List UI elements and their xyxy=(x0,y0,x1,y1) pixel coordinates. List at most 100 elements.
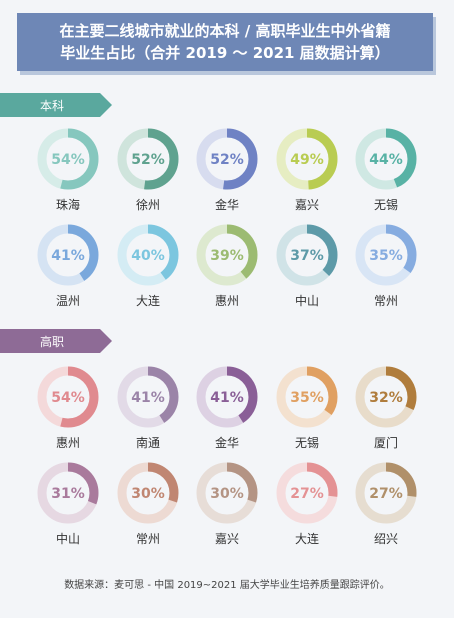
donut-chart: 54% xyxy=(37,128,99,190)
donut-city-label: 惠州 xyxy=(214,294,239,308)
section-label-vocational: 高职 xyxy=(0,329,100,353)
donut-item: 32% 厦门 xyxy=(353,364,419,451)
donut-value-label: 27% xyxy=(290,486,324,502)
donut-value-label: 44% xyxy=(369,152,403,168)
donut-chart: 27% xyxy=(355,462,417,524)
donut-chart: 44% xyxy=(355,128,417,190)
donut-value-label: 41% xyxy=(51,248,85,264)
donut-slice xyxy=(117,224,179,286)
donut-city-label: 惠州 xyxy=(55,436,80,450)
donut-item: 39% 惠州 xyxy=(194,222,260,309)
title-banner: 在主要二线城市就业的本科 / 高职毕业生中外省籍 毕业生占比（合并 2019 ～… xyxy=(17,13,437,75)
donut-slice xyxy=(37,462,99,524)
donut-chart: 30% xyxy=(196,462,258,524)
donut-value-label: 35% xyxy=(290,390,324,406)
donut-slice xyxy=(276,128,338,190)
donut-chart: 41% xyxy=(196,366,258,428)
donut-item: 35% 无锡 xyxy=(274,364,340,451)
donut-item: 35% 常州 xyxy=(353,222,419,309)
section-label-undergrad: 本科 xyxy=(0,93,100,117)
donut-city-label: 厦门 xyxy=(373,436,398,450)
source-note: 数据来源：麦可思 - 中国 2019~2021 届大学毕业生培养质量跟踪评价。 xyxy=(64,580,390,591)
donut-item: 40% 大连 xyxy=(115,222,181,309)
donut-slice xyxy=(355,128,417,190)
donut-slice xyxy=(196,462,258,524)
donut-item: 27% 绍兴 xyxy=(353,460,419,547)
donut-value-label: 35% xyxy=(369,248,403,264)
donut-chart: 40% xyxy=(117,224,179,286)
donut-item: 49% 嘉兴 xyxy=(274,126,340,213)
donut-slice xyxy=(37,128,99,190)
donut-chart: 37% xyxy=(276,224,338,286)
donut-city-label: 大连 xyxy=(294,532,319,546)
donut-chart: 31% xyxy=(37,462,99,524)
donut-city-label: 嘉兴 xyxy=(214,532,239,546)
donut-chart: 27% xyxy=(276,462,338,524)
donut-item: 52% 金华 xyxy=(194,126,260,213)
donut-slice xyxy=(276,462,338,524)
donut-slice xyxy=(117,128,179,190)
donut-value-label: 39% xyxy=(210,248,244,264)
donut-city-label: 南通 xyxy=(135,436,160,450)
donut-city-label: 常州 xyxy=(135,532,160,546)
donut-value-label: 52% xyxy=(131,152,165,168)
donut-slice xyxy=(37,224,99,286)
donut-city-label: 中山 xyxy=(55,532,80,546)
donut-city-label: 温州 xyxy=(55,294,80,308)
donut-item: 41% 南通 xyxy=(115,364,181,451)
donut-item: 27% 大连 xyxy=(274,460,340,547)
title-box: 在主要二线城市就业的本科 / 高职毕业生中外省籍 毕业生占比（合并 2019 ～… xyxy=(17,13,433,71)
donut-value-label: 37% xyxy=(290,248,324,264)
donut-chart: 30% xyxy=(117,462,179,524)
section-tab-undergrad: 本科 xyxy=(0,93,112,117)
donut-chart: 54% xyxy=(37,366,99,428)
title-line-1: 在主要二线城市就业的本科 / 高职毕业生中外省籍 xyxy=(59,22,391,40)
donut-slice xyxy=(37,366,99,428)
donut-item: 31% 中山 xyxy=(35,460,101,547)
donut-slice xyxy=(196,128,258,190)
donut-value-label: 49% xyxy=(290,152,324,168)
donut-item: 54% 珠海 xyxy=(35,126,101,213)
donut-chart: 35% xyxy=(276,366,338,428)
donut-chart: 32% xyxy=(355,366,417,428)
donut-item: 41% 金华 xyxy=(194,364,260,451)
donut-slice xyxy=(196,224,258,286)
donut-city-label: 无锡 xyxy=(373,198,398,212)
donut-item: 30% 常州 xyxy=(115,460,181,547)
donut-chart: 41% xyxy=(37,224,99,286)
donut-chart: 41% xyxy=(117,366,179,428)
donut-slice xyxy=(355,224,417,286)
donut-value-label: 52% xyxy=(210,152,244,168)
donut-city-label: 珠海 xyxy=(55,198,80,212)
donut-item: 54% 惠州 xyxy=(35,364,101,451)
donut-city-label: 徐州 xyxy=(135,198,160,212)
donut-value-label: 27% xyxy=(369,486,403,502)
donut-slice xyxy=(276,224,338,286)
donut-value-label: 31% xyxy=(51,486,85,502)
section-tab-vocational: 高职 xyxy=(0,329,112,353)
donut-item: 41% 温州 xyxy=(35,222,101,309)
donut-slice xyxy=(117,462,179,524)
donut-value-label: 30% xyxy=(210,486,244,502)
donut-chart: 52% xyxy=(117,128,179,190)
donut-city-label: 金华 xyxy=(214,436,239,450)
donut-city-label: 常州 xyxy=(373,294,398,308)
donut-item: 30% 嘉兴 xyxy=(194,460,260,547)
donut-city-label: 中山 xyxy=(294,294,319,308)
donut-chart: 52% xyxy=(196,128,258,190)
donut-value-label: 54% xyxy=(51,390,85,406)
donut-slice xyxy=(117,366,179,428)
donut-value-label: 54% xyxy=(51,152,85,168)
donut-value-label: 30% xyxy=(131,486,165,502)
donut-value-label: 32% xyxy=(369,390,403,406)
donut-value-label: 40% xyxy=(131,248,165,264)
donut-chart: 39% xyxy=(196,224,258,286)
donut-item: 44% 无锡 xyxy=(353,126,419,213)
donut-city-label: 绍兴 xyxy=(373,532,398,546)
donut-slice xyxy=(276,366,338,428)
donut-chart: 35% xyxy=(355,224,417,286)
donut-city-label: 大连 xyxy=(135,294,160,308)
section-arrow-vocational xyxy=(100,329,112,353)
donut-item: 37% 中山 xyxy=(274,222,340,309)
donut-chart: 49% xyxy=(276,128,338,190)
